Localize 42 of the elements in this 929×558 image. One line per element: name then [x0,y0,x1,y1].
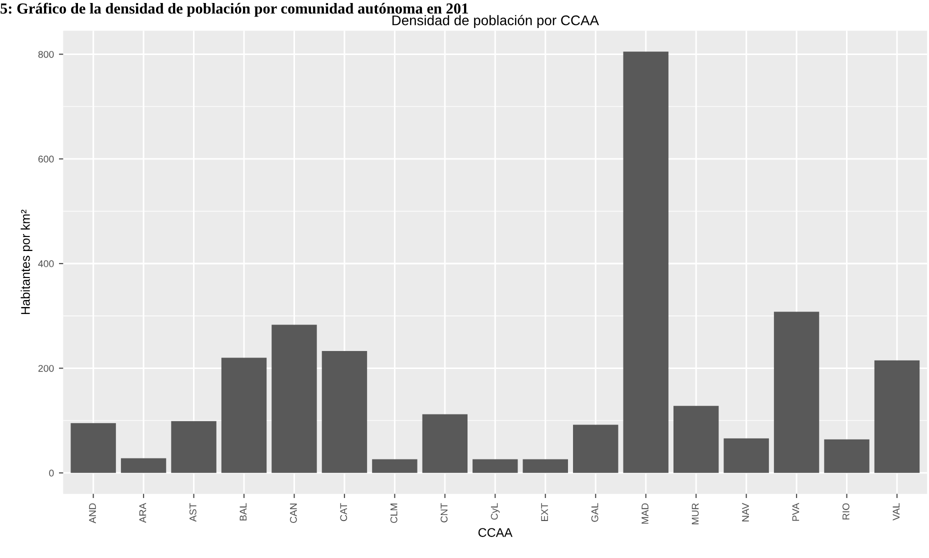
bar [221,358,267,473]
y-tick-label: 600 [38,156,54,163]
x-tick-label: PVA [792,502,800,521]
x-tick-label: EXT [541,503,548,521]
bar [573,424,618,473]
x-tick-label: VAL [892,503,900,520]
bar [724,438,769,473]
x-tick-label: CAT [340,503,348,522]
x-tick-label: AST [189,503,196,522]
y-tick-label: 800 [38,50,54,58]
bar [372,459,418,473]
bar [322,350,368,473]
bar [120,458,166,473]
x-tick-label: BAL [240,503,247,520]
x-axis-title: CCAA [478,528,512,537]
x-tick-label: NAV [742,502,749,522]
x-tick-label: MUR [692,503,699,524]
bar [472,459,518,473]
bar [422,414,468,473]
x-tick-label: CAN [290,504,297,523]
x-tick-label: AND [89,503,96,524]
x-tick-label: ARA [139,502,146,523]
bar [874,360,920,473]
x-tick-label: RIO [842,503,850,520]
x-tick-label: CyL [490,503,500,520]
x-tick-label: GAL [591,503,598,522]
bar [272,324,317,473]
x-tick-label: CLM [390,504,398,523]
bar [70,423,116,473]
x-tick-label: MAD [642,503,648,524]
bar [824,439,870,473]
bar [171,421,216,473]
x-tick-label: CNT [440,503,448,522]
bar [623,52,668,473]
bar [522,459,568,473]
y-axis-title: Habitantes por km² [20,210,32,314]
y-tick-label: 0 [49,470,54,477]
chart-title: Densidad de población por CCAA [392,14,599,28]
y-tick-label: 200 [38,364,54,372]
bar [774,312,820,473]
bar [673,406,719,473]
y-tick-label: 400 [38,260,54,268]
